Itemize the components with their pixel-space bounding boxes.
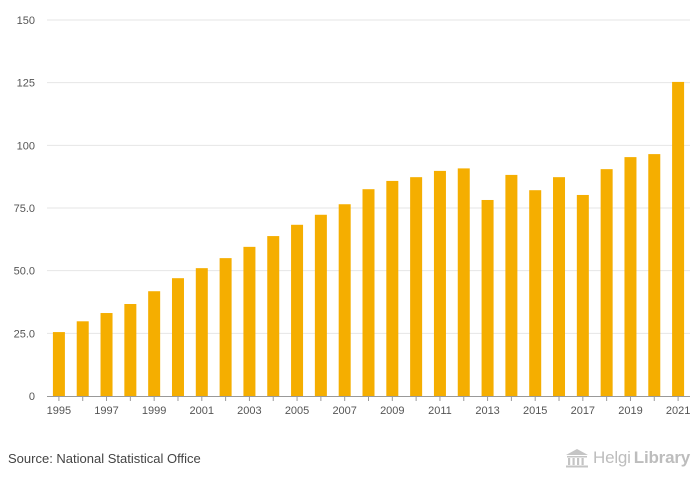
- bar-2014: [505, 174, 518, 396]
- y-tick-label: 75.0: [14, 203, 35, 215]
- axes: [47, 396, 690, 401]
- x-tick-label: 2001: [190, 405, 214, 417]
- bar-2017: [576, 194, 589, 396]
- library-building-icon: [566, 449, 589, 468]
- bar-2005: [291, 224, 304, 396]
- y-tick-label: 150: [17, 15, 35, 27]
- bar-2000: [171, 278, 184, 396]
- bar-1996: [76, 321, 89, 396]
- x-tick-label: 2019: [618, 405, 642, 417]
- y-tick-label: 50.0: [14, 266, 35, 278]
- bar-1995: [52, 332, 65, 396]
- x-tick-label: 2015: [523, 405, 547, 417]
- bar-2003: [243, 246, 256, 396]
- x-tick-label: 2011: [428, 405, 452, 417]
- brand-logo: Helgi Library: [564, 448, 690, 468]
- bars: [52, 81, 685, 396]
- bar-2013: [481, 199, 494, 396]
- x-tick-label: 2007: [332, 405, 356, 417]
- y-tick-label: 100: [17, 140, 35, 152]
- footer: Source: National Statistical Office Helg…: [0, 446, 700, 483]
- source-note: Source: National Statistical Office: [8, 451, 201, 466]
- bar-2018: [600, 169, 613, 396]
- bar-2008: [362, 189, 375, 396]
- bar-2004: [267, 236, 280, 396]
- y-axis-labels: 0 25.0 50.0 75.0 100 125 150: [14, 15, 35, 403]
- bar-2020: [648, 154, 661, 396]
- bar-chart: 0 25.0 50.0 75.0 100 125 150 1995 1997 1999 2001 2…: [14, 15, 691, 417]
- bar-2016: [553, 177, 566, 396]
- bar-2019: [624, 157, 637, 396]
- brand-name-bold: Library: [633, 448, 690, 467]
- bar-2011: [433, 170, 446, 396]
- x-tick-label: 2009: [380, 405, 404, 417]
- bar-2007: [338, 204, 351, 396]
- x-tick-label: 2005: [285, 405, 309, 417]
- bar-1999: [148, 291, 161, 396]
- x-axis-labels: 1995 1997 1999 2001 2003 2005 2007 2009 2011 2013…: [47, 405, 691, 417]
- x-tick-label: 1997: [94, 405, 118, 417]
- x-tick-label: 2013: [475, 405, 499, 417]
- y-tick-label: 0: [29, 391, 35, 403]
- bar-2006: [314, 214, 327, 396]
- x-tick-label: 2021: [666, 405, 690, 417]
- x-tick-label: 1995: [47, 405, 71, 417]
- bar-2012: [457, 168, 470, 396]
- x-tick-label: 2003: [237, 405, 261, 417]
- x-tick-label: 2017: [571, 405, 595, 417]
- brand-name-light: Helgi: [593, 448, 631, 467]
- bar-2010: [410, 177, 423, 396]
- y-tick-label: 125: [17, 78, 35, 90]
- bar-2015: [529, 190, 542, 396]
- bar-1997: [100, 313, 113, 396]
- bar-2002: [219, 258, 232, 396]
- bar-2021: [672, 81, 685, 396]
- bar-1998: [124, 304, 137, 396]
- y-tick-label: 25.0: [14, 328, 35, 340]
- x-tick-label: 1999: [142, 405, 166, 417]
- bar-2001: [195, 268, 208, 396]
- bar-2009: [386, 180, 399, 396]
